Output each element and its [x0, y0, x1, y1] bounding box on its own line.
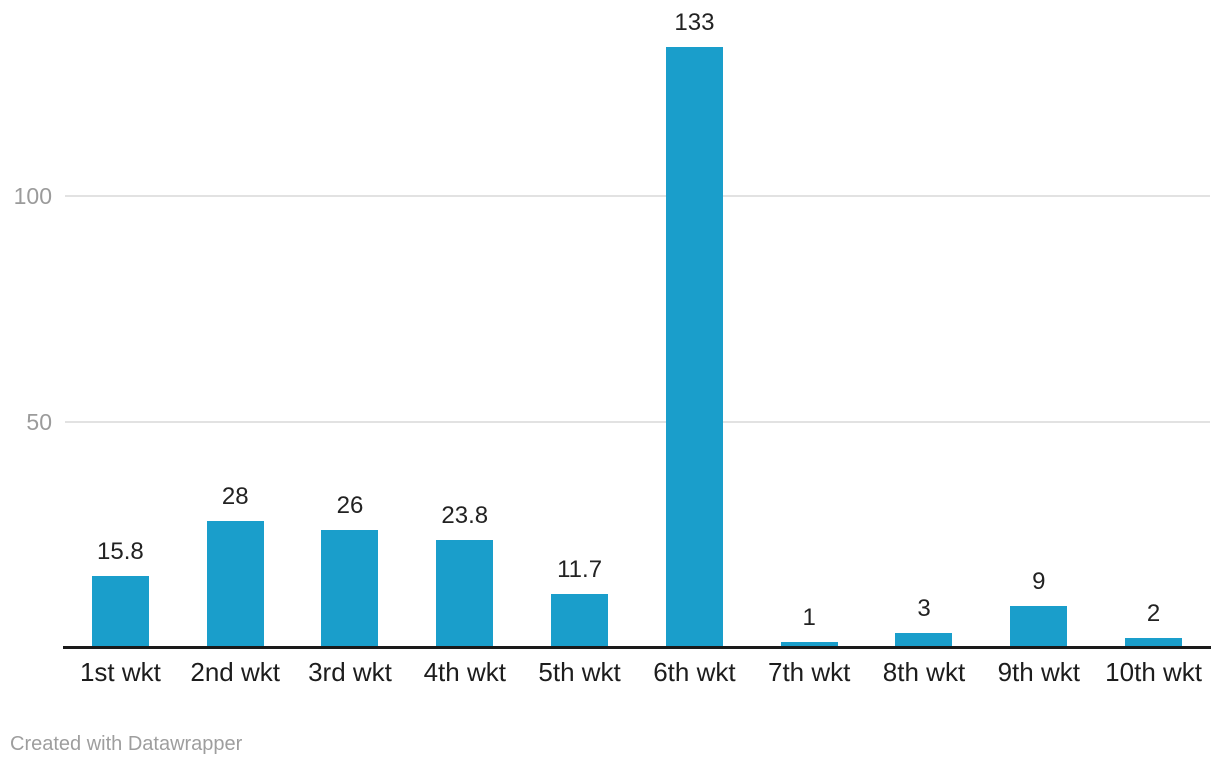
bar-8th-wkt: [895, 633, 953, 647]
x-axis-category-label: 6th wkt: [653, 657, 736, 687]
gridline-y-100: [65, 195, 1210, 197]
bar-7th-wkt: [780, 642, 838, 647]
bar-9th-wkt: [1010, 606, 1068, 647]
value-label: 15.8: [97, 538, 144, 565]
x-axis-category-label: 7th wkt: [768, 657, 851, 687]
value-label: 9: [1032, 568, 1046, 595]
value-label: 23.8: [441, 502, 489, 529]
bar-1st-wkt: [91, 576, 149, 647]
bar-column: 23.8: [407, 0, 522, 647]
bar-6th-wkt: [665, 47, 723, 647]
x-axis-category-label: 2nd wkt: [190, 657, 280, 687]
value-label: 11.7: [557, 556, 603, 583]
bar-column: 3: [867, 0, 982, 647]
gridline-y-50: [65, 420, 1210, 423]
x-axis-line: [63, 646, 1211, 649]
bar-4th-wkt: [436, 540, 494, 647]
bar-3rd-wkt: [321, 530, 379, 647]
bar-5th-wkt: [551, 594, 609, 647]
x-axis-category-label: 8th wkt: [882, 657, 966, 687]
value-label: 133: [674, 9, 715, 36]
bar-2nd-wkt: [206, 521, 264, 647]
x-axis-category-label: 1st wkt: [79, 657, 161, 687]
bar-column: 15.8: [63, 0, 178, 647]
bar-column: 133: [637, 0, 752, 647]
bar-10th-wkt: [1125, 638, 1183, 647]
x-axis-category-label: 4th wkt: [423, 657, 506, 687]
y-axis-tick-label: 50: [26, 408, 52, 435]
bar-column: 28: [178, 0, 293, 647]
value-label: 3: [917, 595, 931, 622]
value-label: 28: [221, 483, 249, 510]
value-label: 1: [802, 604, 816, 631]
bar-column: 9: [981, 0, 1096, 647]
value-label: 26: [336, 492, 364, 519]
bar-column: 1: [752, 0, 867, 647]
x-axis-category-label: 10th wkt: [1105, 657, 1202, 687]
x-axis-category-label: 5th wkt: [538, 657, 621, 687]
x-axis-category-label: 9th wkt: [997, 657, 1080, 687]
x-axis-category-label: 3rd wkt: [308, 657, 392, 687]
value-label: 2: [1146, 600, 1161, 627]
bar-column: 11.7: [522, 0, 637, 647]
bar-column: 2: [1096, 0, 1211, 647]
bar-column: 26: [293, 0, 408, 647]
attribution-text: Created with Datawrapper: [10, 733, 243, 755]
y-axis-tick-label: 100: [13, 183, 52, 209]
